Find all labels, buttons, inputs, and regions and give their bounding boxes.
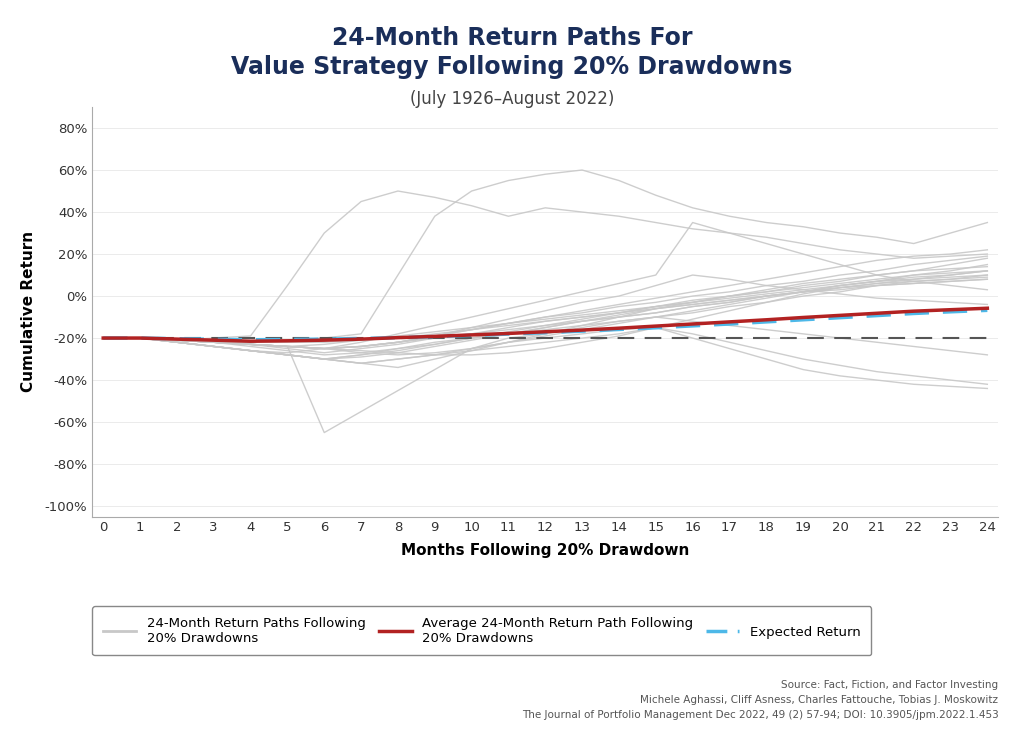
Legend: 24-Month Return Paths Following
20% Drawdowns, Average 24-Month Return Path Foll: 24-Month Return Paths Following 20% Draw… bbox=[92, 607, 871, 655]
Text: Source: Fact, Fiction, and Factor Investing
Michele Aghassi, Cliff Asness, Charl: Source: Fact, Fiction, and Factor Invest… bbox=[521, 680, 998, 720]
X-axis label: Months Following 20% Drawdown: Months Following 20% Drawdown bbox=[401, 542, 689, 558]
Text: (July 1926–August 2022): (July 1926–August 2022) bbox=[410, 90, 614, 108]
Y-axis label: Cumulative Return: Cumulative Return bbox=[22, 231, 36, 393]
Text: 24-Month Return Paths For
Value Strategy Following 20% Drawdowns: 24-Month Return Paths For Value Strategy… bbox=[231, 26, 793, 78]
